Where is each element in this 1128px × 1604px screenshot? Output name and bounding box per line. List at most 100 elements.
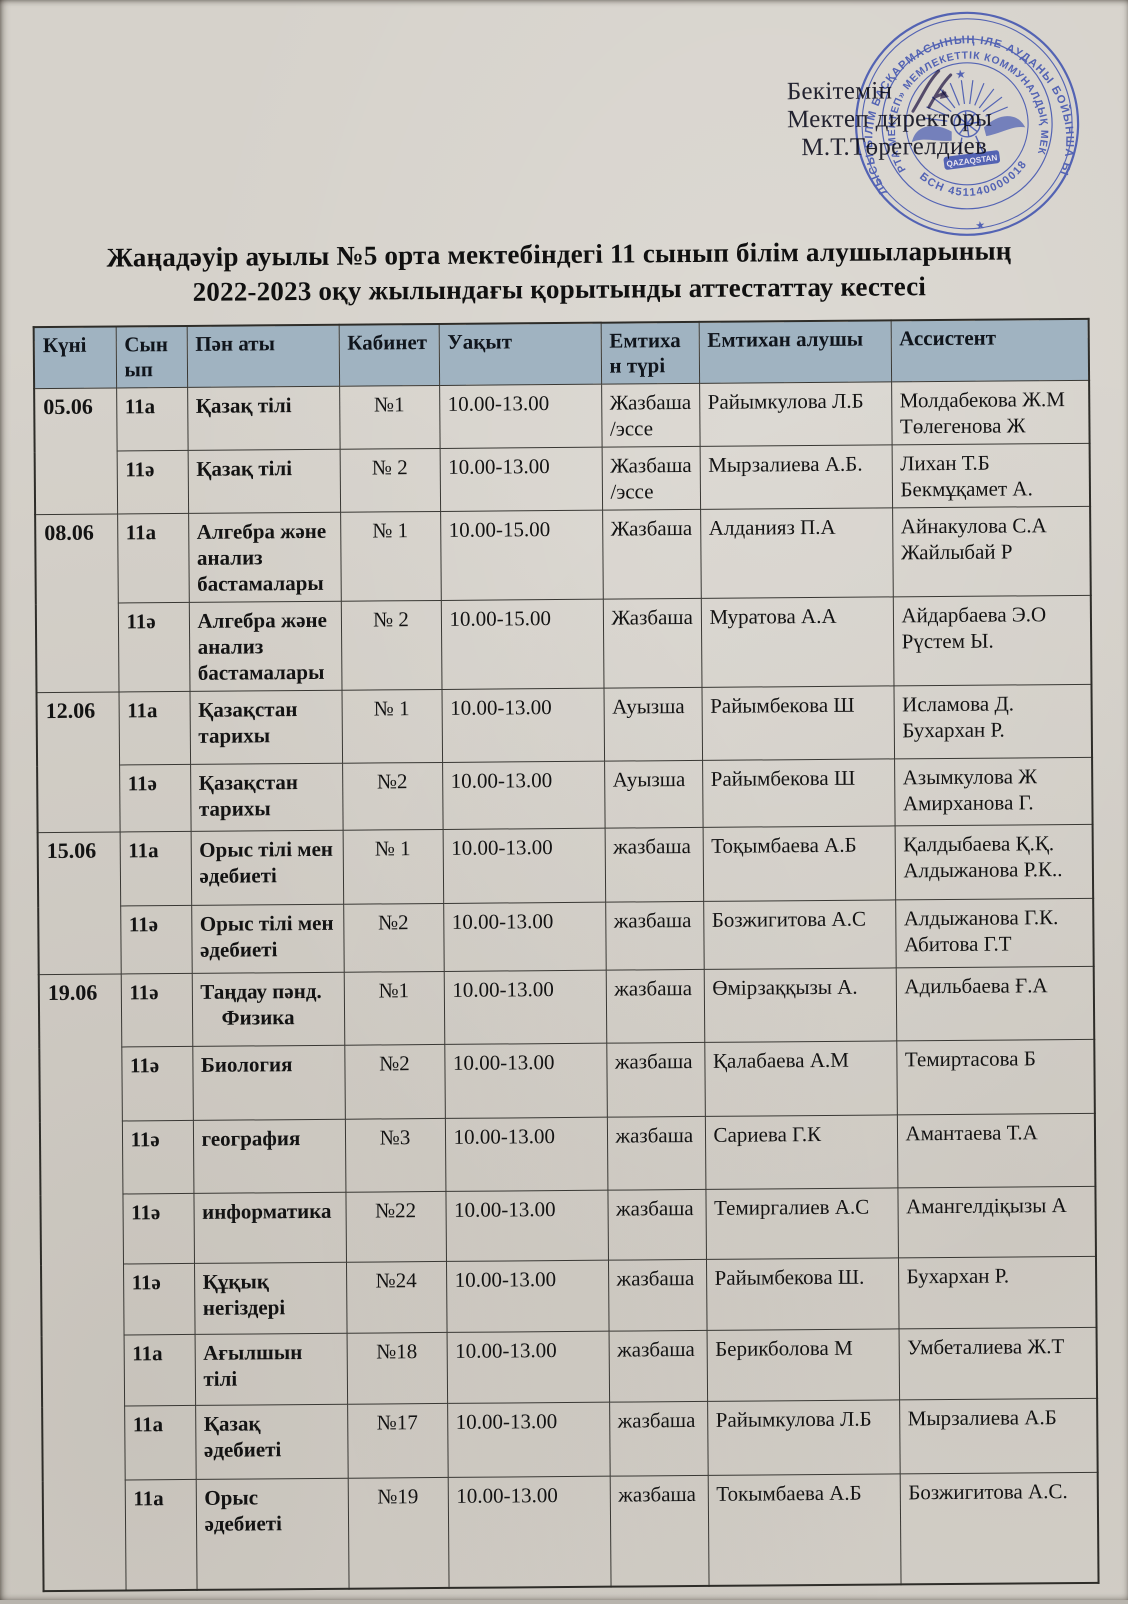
cell-grade: 11ә <box>121 1046 193 1121</box>
cell-time: 10.00-13.00 <box>439 384 602 449</box>
cell-examiner: Бозжигитова А.С <box>703 899 896 970</box>
cell-exam-type: Жазбаша /эссе <box>601 446 701 511</box>
table-row: 11ә Алгебра және анализ бастамалары № 2 10.… <box>36 595 1092 692</box>
cell-examiner: Берикболова М <box>706 1328 900 1402</box>
cell-examiner: Райымбекова Ш. <box>705 1257 899 1331</box>
table-row: 11а Ағылшын тілі №18 10.00-13.00 жазбаша Бери… <box>42 1327 1098 1406</box>
column-header-time: Уақыт <box>438 322 602 386</box>
cell-subject: Қазақстан тарихы <box>189 690 343 765</box>
table-row: 11ә Құқық негіздері №24 10.00-13.00 жазбаша Р… <box>41 1256 1097 1335</box>
cell-examiner: Тоқымбаева А.Б <box>702 825 896 902</box>
cell-room: № 2 <box>340 600 442 691</box>
cell-examiner: Сариева Г.К <box>704 1114 898 1190</box>
cell-subject: Қазақ әдебиеті <box>195 1404 348 1480</box>
table-row: 05.06 11а Қазақ тілі №1 10.00-13.00 Жазбаша /… <box>34 380 1090 515</box>
cell-assistant: Айдарбаева Э.О Рүстем Ы. <box>892 595 1092 686</box>
header-row: Күні Сынып Пән аты Кабинет Уақыт Емтихан… <box>33 318 1090 389</box>
table-row: 11ә Қазақстан тарихы №2 10.00-13.00 Ауызша Ра… <box>37 757 1093 832</box>
cell-time: 10.00-13.00 <box>445 1190 608 1262</box>
cell-subject: Орыс тілі мен әдебиеті <box>191 904 344 974</box>
kazakhstan-emblem-icon: ★ <box>911 67 1026 170</box>
cell-assistant: Бухархан Р. <box>897 1256 1097 1329</box>
cell-grade: 11ә <box>117 602 190 692</box>
cell-room: №1 <box>343 971 445 1046</box>
cell-grade: 11а <box>116 387 188 452</box>
cell-subject: информатика <box>193 1192 346 1264</box>
cell-date: 15.06 <box>37 831 121 975</box>
cell-exam-type: жазбаша <box>607 1259 707 1332</box>
cell-examiner: Темиргалиев А.С <box>705 1187 898 1260</box>
cell-time: 10.00-13.00 <box>443 970 607 1045</box>
cell-grade: 11ә <box>116 450 189 514</box>
cell-exam-type: жазбаша <box>604 827 704 903</box>
official-stamp: АЛМАТЫ ОБЛЫСЫ БІЛІМ БАСҚАРМАСЫНЫҢ ІЛЕ АУ… <box>850 11 1081 236</box>
cell-room: № 2 <box>339 448 441 513</box>
cell-room: №2 <box>343 903 444 973</box>
cell-grade: 11а <box>118 691 191 765</box>
cell-grade: 11ә <box>120 905 192 974</box>
cell-grade: 11ә <box>121 1120 194 1194</box>
cell-subject: Алгебра және анализ бастамалары <box>188 512 341 603</box>
cell-room: №19 <box>347 1477 449 1589</box>
cell-room: №22 <box>345 1191 446 1263</box>
cell-assistant: Алдыжанова Г.К. Абитова Г.Т <box>895 898 1094 968</box>
cell-subject: география <box>192 1119 346 1194</box>
stamp-star-separator: ★ <box>975 219 986 232</box>
cell-date: 12.06 <box>36 691 120 833</box>
cell-grade: 11а <box>117 513 189 603</box>
cell-subject: Биология <box>192 1045 345 1121</box>
cell-grade: 11ә <box>122 1193 194 1264</box>
cell-assistant: Адильбаева Ғ.А <box>895 966 1095 1041</box>
table-row: 11ә Қазақ тілі № 2 10.00-13.00 Жазбаша /эссе… <box>35 443 1091 514</box>
column-header-room: Кабинет <box>338 323 440 387</box>
cell-examiner: Райымбекова Ш <box>702 758 895 828</box>
cell-time: 10.00-13.00 <box>444 1117 608 1192</box>
cell-exam-type: жазбаша <box>605 969 705 1044</box>
cell-grade: 11ә <box>120 973 193 1047</box>
cell-time: 10.00-15.00 <box>440 510 603 601</box>
cell-exam-type: жазбаша <box>609 1475 709 1587</box>
cell-room: № 1 <box>341 689 443 764</box>
cell-grade: 11а <box>119 831 192 906</box>
cell-time: 10.00-13.00 <box>441 688 605 763</box>
cell-time: 10.00-13.00 <box>442 761 605 830</box>
cell-assistant: Айнакулова С.А Жайлыбай Р <box>892 506 1091 597</box>
cell-time: 10.00-13.00 <box>439 447 603 512</box>
cell-room: №1 <box>339 385 440 450</box>
table-row: 19.06 11ә Таңдау пәнд. Физика №1 10.00-13.00… <box>38 966 1095 1591</box>
cell-subject: Қазақ тілі <box>187 386 340 451</box>
cell-assistant: Қалдыбаева Қ.Қ. Алдыжанова Р.К.. <box>894 824 1094 900</box>
cell-time: 10.00-15.00 <box>440 599 604 690</box>
cell-room: №3 <box>344 1118 446 1193</box>
column-header-exam-type: Емтихан түрі <box>600 321 700 385</box>
cell-date: 05.06 <box>34 388 118 515</box>
table-row: 11ә информатика №22 10.00-13.00 жазбаша Темир… <box>40 1186 1096 1264</box>
cell-exam-type: Жазбаша <box>602 598 702 689</box>
svg-text:★: ★ <box>954 67 966 82</box>
column-header-subject: Пән аты <box>186 324 340 388</box>
column-header-date: Күні <box>33 326 117 389</box>
column-header-assistant: Ассистент <box>890 318 1090 382</box>
cell-assistant: Исламова Д. Бухархан Р. <box>893 684 1093 759</box>
cell-examiner: Райымбекова Ш <box>701 685 895 761</box>
cell-room: №24 <box>345 1261 447 1334</box>
cell-exam-type: жазбаша <box>608 1330 708 1403</box>
cell-examiner: Алданияз П.А <box>700 507 893 599</box>
cell-subject: Таңдау пәнд. Физика <box>191 972 345 1047</box>
cell-assistant: Умбеталиева Ж.Т <box>898 1327 1098 1400</box>
cell-assistant: Темиртасова Б <box>896 1039 1095 1115</box>
cell-assistant: Лихан Т.Б Бекмұқамет А. <box>891 443 1091 508</box>
cell-exam-type: жазбаша <box>607 1189 706 1261</box>
cell-subject: Алгебра және анализ бастамалары <box>188 601 342 692</box>
cell-exam-type: жазбаша <box>609 1401 708 1477</box>
cell-exam-type: Жазбаша <box>602 509 701 600</box>
document-title-line-2: 2022-2023 оқу жылындағы қорытынды аттест… <box>192 271 927 307</box>
cell-subject: Ағылшын тілі <box>194 1333 348 1406</box>
cell-subject: Орыс тілі мен әдебиеті <box>190 830 344 906</box>
cell-exam-type: жазбаша <box>606 1042 705 1118</box>
cell-examiner: Муратова А.А <box>700 596 894 688</box>
cell-grade: 11а <box>124 1405 196 1480</box>
exam-schedule-table: Күні Сынып Пән аты Кабинет Уақыт Емтихан… <box>32 317 1100 1592</box>
cell-grade: 11ә <box>123 1263 195 1335</box>
